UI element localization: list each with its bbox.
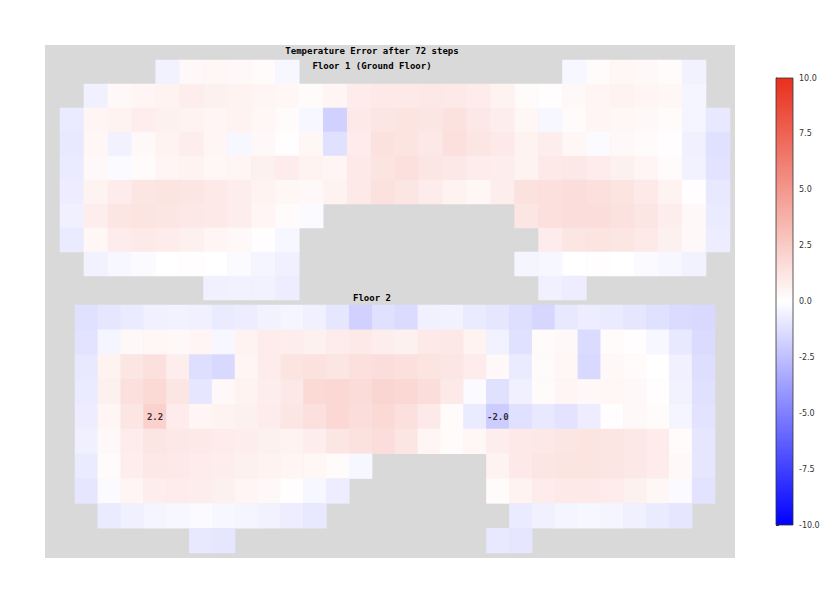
svg-text:-2.5: -2.5 xyxy=(799,353,815,362)
svg-text:5.0: 5.0 xyxy=(799,185,812,194)
svg-text:-7.5: -7.5 xyxy=(799,465,815,474)
svg-text:-2.0: -2.0 xyxy=(487,412,509,422)
svg-text:-10.0: -10.0 xyxy=(799,521,820,530)
svg-text:2.5: 2.5 xyxy=(799,241,812,250)
svg-text:7.5: 7.5 xyxy=(799,129,812,138)
svg-text:10.0: 10.0 xyxy=(799,74,817,83)
svg-text:Floor 1 (Ground Floor): Floor 1 (Ground Floor) xyxy=(312,61,431,71)
svg-text:Floor 2: Floor 2 xyxy=(353,293,391,303)
svg-text:0.0: 0.0 xyxy=(799,297,812,306)
svg-text:2.2: 2.2 xyxy=(147,412,163,422)
svg-text:Temperature Error after 72 ste: Temperature Error after 72 steps xyxy=(285,46,458,56)
svg-text:-5.0: -5.0 xyxy=(799,409,815,418)
